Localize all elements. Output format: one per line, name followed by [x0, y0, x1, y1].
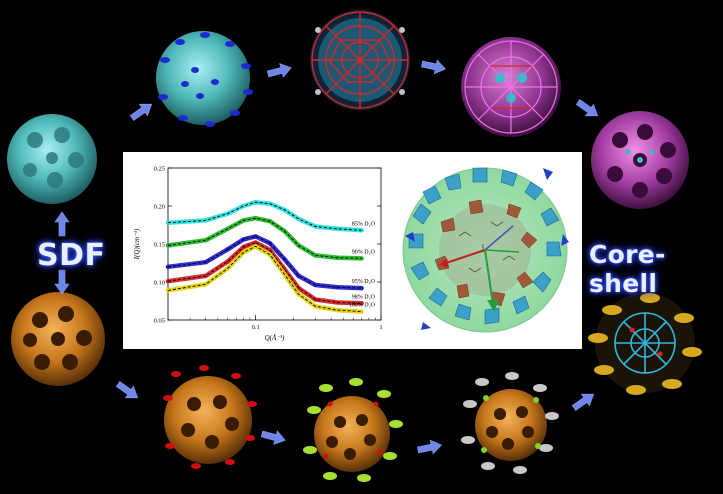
series-label: 98% D₂O — [352, 294, 376, 300]
fit-line — [167, 242, 362, 304]
data-point — [313, 283, 318, 287]
magenta-wireframe-cluster — [461, 37, 561, 137]
y-tick-label: 0.05 — [154, 318, 165, 325]
arrow-bottom-1-to-2 — [260, 430, 286, 445]
fit-line — [167, 235, 362, 289]
sdf-label: SDF — [37, 238, 106, 273]
data-point — [253, 216, 258, 220]
arrow-teal-to-top — [129, 103, 153, 121]
central-panel: 0.05 0.10 0.15 0.20 0.25 0.1 1 Q(Å⁻¹) I(Q)(cm⁻¹)… — [123, 152, 582, 349]
arrows — [54, 59, 599, 455]
series-label: 95% D₂O — [352, 279, 376, 285]
data-point — [203, 274, 208, 278]
fit-line — [167, 245, 362, 313]
y-tick-label: 0.15 — [154, 242, 165, 249]
orange-red-cluster — [163, 365, 257, 469]
data-point — [359, 301, 364, 306]
red-wireframe-cluster — [310, 10, 410, 110]
orange-green-cluster — [303, 378, 403, 482]
data-point — [359, 286, 364, 290]
data-point — [335, 227, 340, 231]
x-axis-label: Q(Å⁻¹) — [265, 334, 285, 342]
fit-line — [167, 217, 362, 259]
plot-frame — [167, 167, 382, 321]
y-axis-label: I(Q)(cm⁻¹) — [133, 228, 141, 260]
x-tick-label: 1 — [379, 324, 382, 331]
yellow-blue-cluster — [588, 293, 702, 395]
y-tick-label: 0.20 — [154, 204, 165, 211]
data-point — [241, 204, 246, 208]
series-band — [165, 234, 364, 291]
x-tick-label: 0.1 — [252, 324, 260, 331]
data-point — [253, 234, 258, 239]
magenta-cage-cluster — [591, 111, 689, 209]
series-label: 85% D₂O — [352, 221, 376, 227]
arrow-sdf-up — [54, 211, 70, 237]
data-point — [166, 243, 170, 248]
core-shell-model — [402, 167, 569, 333]
data-point — [313, 253, 318, 258]
arrow-top-2-to-3 — [421, 59, 446, 75]
sans-chart: 0.05 0.10 0.15 0.20 0.25 0.1 1 Q(Å⁻¹) I(Q)(cm⁻¹)… — [133, 166, 569, 343]
arrow-top-3-to-right — [575, 99, 599, 117]
data-point — [203, 282, 208, 287]
data-point — [203, 238, 208, 242]
data-point — [253, 240, 258, 245]
arrow-orange-to-bottom — [115, 381, 139, 399]
orange-cluster — [11, 292, 105, 386]
y-tick-label: 0.10 — [154, 280, 165, 287]
series-label: 90% D₂O — [352, 249, 376, 255]
series-label: 100% D₂O — [349, 303, 376, 309]
arrow-sdf-down — [54, 269, 70, 295]
series-band — [165, 199, 364, 233]
teal-blue-cluster — [156, 31, 253, 127]
data-point — [359, 309, 364, 314]
arrow-bottom-3-to-right — [571, 393, 595, 411]
data-point — [166, 220, 170, 225]
y-tick-label: 0.25 — [154, 166, 165, 173]
core-shell-label: Core-shell — [589, 240, 666, 298]
orange-white-cluster — [461, 372, 559, 474]
arrow-bottom-2-to-3 — [417, 439, 442, 455]
data-point — [335, 308, 340, 312]
teal-cluster — [7, 114, 97, 204]
arrow-top-1-to-2 — [266, 63, 292, 78]
data-point — [166, 279, 170, 284]
chart-layer: 0.05 0.10 0.15 0.20 0.25 0.1 1 Q(Å⁻¹) I(Q)(cm⁻¹)… — [133, 166, 383, 343]
fit-line — [167, 201, 362, 231]
